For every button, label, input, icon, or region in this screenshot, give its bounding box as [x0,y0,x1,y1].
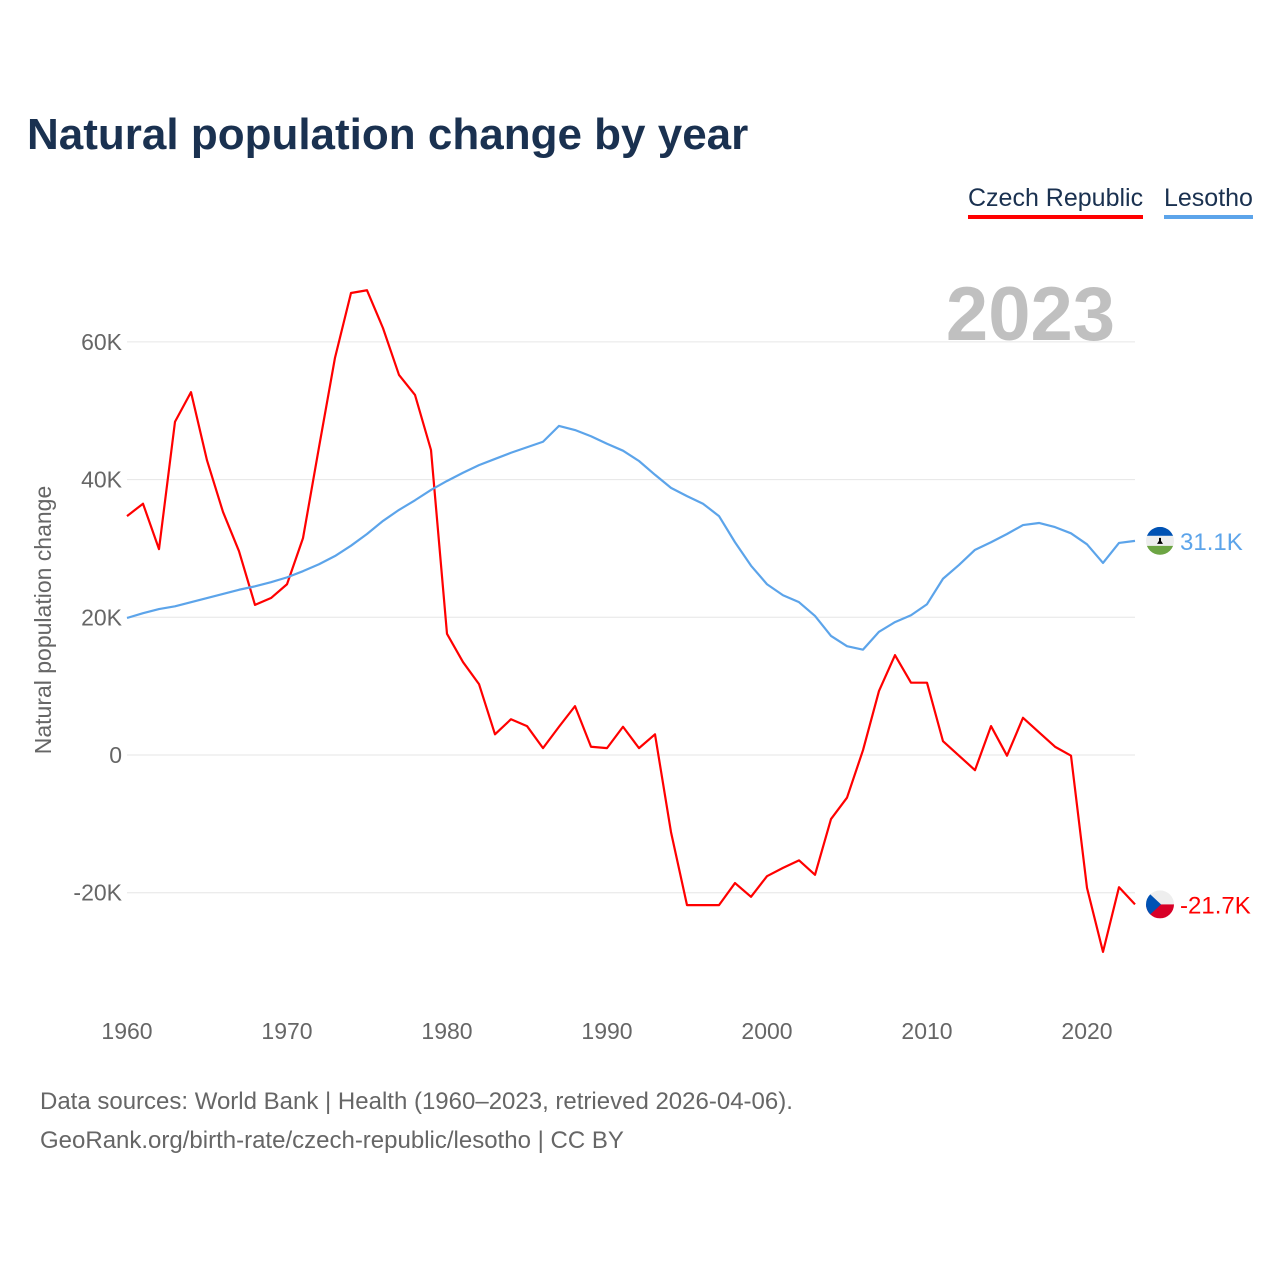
flag-triangle [1146,890,1161,919]
x-tick-label: 1980 [421,1018,472,1044]
y-axis-label: Natural population change [30,486,56,755]
x-tick-label: 2020 [1061,1018,1112,1044]
y-tick-label: 0 [109,742,122,768]
x-tick-label: 1990 [581,1018,632,1044]
czech-flag-icon [1146,890,1174,919]
x-tick-label: 2010 [901,1018,952,1044]
series-line-czech-republic [126,289,1136,954]
x-tick-label: 2000 [741,1018,792,1044]
lesotho-flag-icon [1146,526,1174,555]
y-tick-label: 60K [81,329,123,355]
end-value-label: 31.1K [1180,529,1243,556]
chart-title: Natural population change by year [27,110,749,159]
flag-hat [1157,537,1163,544]
series-line-lesotho [126,424,1136,651]
legend-czech-republic[interactable]: Czech Republic [968,184,1144,219]
x-tick-label: 1960 [101,1018,152,1044]
x-tick-label: 1970 [261,1018,312,1044]
year-watermark: 2023 [946,272,1115,357]
footer-link[interactable]: GeoRank.org/birth-rate/czech-republic/le… [40,1127,624,1154]
end-value-label: -21.7K [1180,892,1251,919]
flag-stripe [1146,526,1174,536]
flag-stripe [1146,545,1174,555]
flag-body [1146,526,1174,555]
flag-body [1146,890,1174,919]
y-tick-label: 40K [81,467,123,493]
y-tick-label: 20K [81,604,123,630]
footer-sources: Data sources: World Bank | Health (1960–… [40,1088,793,1115]
legend-lesotho[interactable]: Lesotho [1164,184,1253,219]
y-tick-label: -20K [73,880,122,906]
